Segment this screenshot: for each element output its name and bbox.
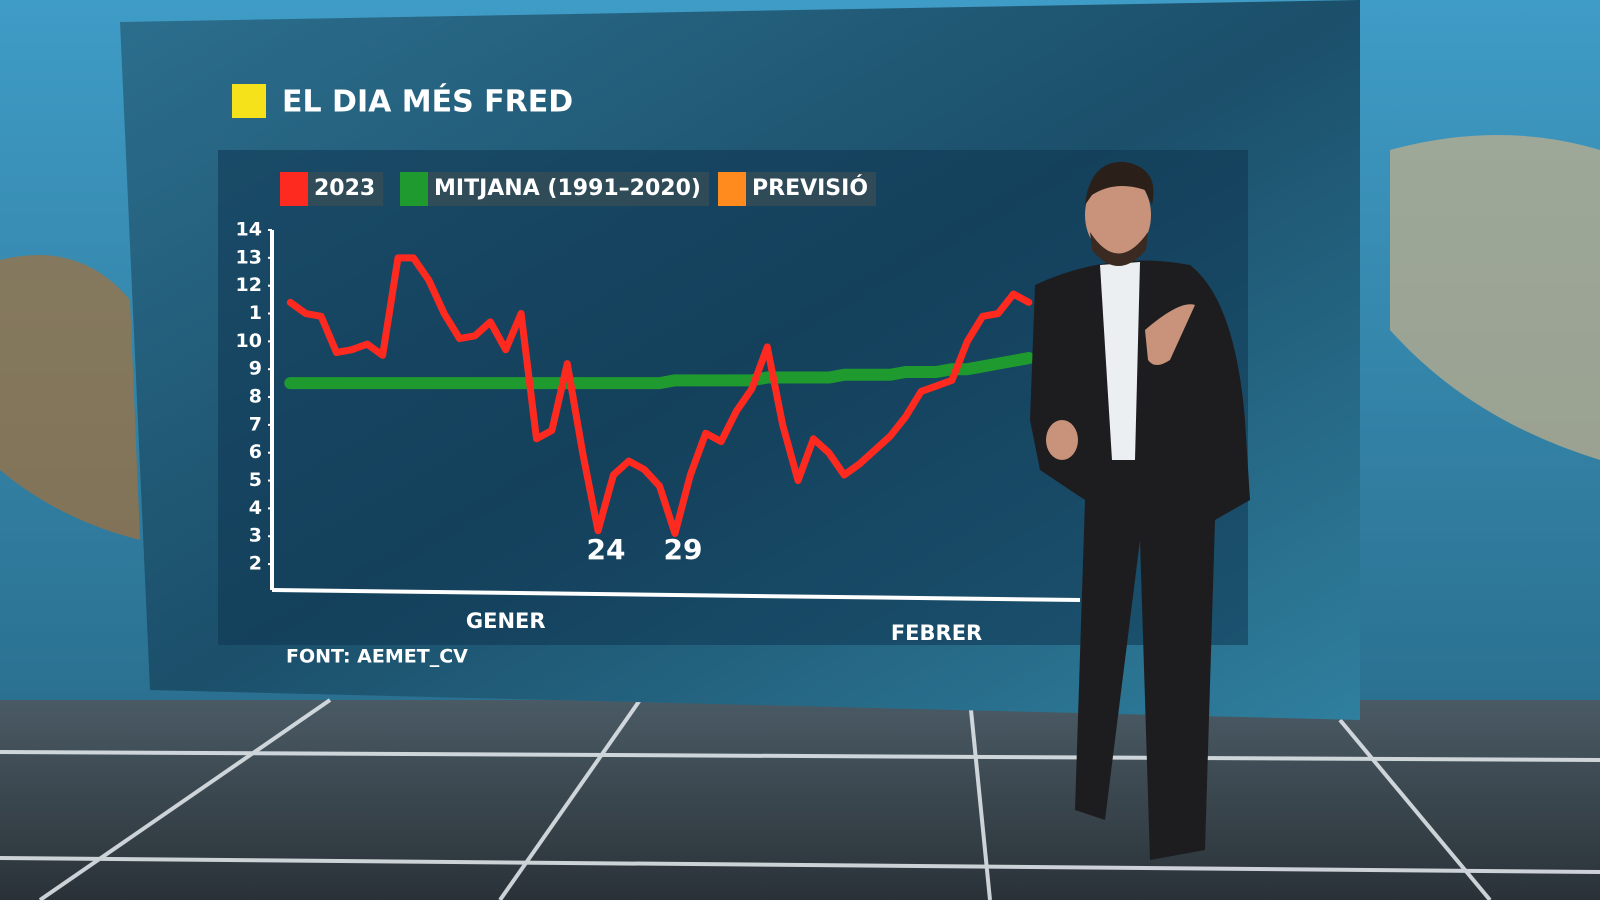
x-tick-label: GENER (466, 609, 546, 633)
y-tick-label: 13 (236, 246, 262, 268)
legend-label: MITJANA (1991–2020) (434, 176, 701, 201)
legend-bg (306, 172, 384, 206)
presenter (1030, 161, 1250, 860)
leaf (1390, 135, 1600, 460)
title-marker (232, 84, 266, 118)
x-tick-label: FEBRER (891, 621, 982, 645)
chart-title: EL DIA MÉS FRED (282, 84, 573, 120)
legend-swatch (400, 172, 428, 206)
y-tick-label: 5 (249, 469, 262, 491)
legend-swatch (718, 172, 746, 206)
y-tick-label: 2 (249, 553, 262, 575)
annotation: 29 (663, 533, 702, 566)
series-line (284, 352, 1035, 390)
y-tick-label: 8 (249, 386, 262, 408)
legend-swatch (280, 172, 308, 206)
legend-bg (426, 172, 709, 206)
plot: 2 3 4 5 6 7 8 9 10 1 12 13 14 2023 MITJANA (1991–2020)… (236, 172, 1035, 645)
floor-grid (0, 698, 1600, 900)
y-tick-label: 3 (249, 525, 262, 547)
series-line (286, 254, 1033, 537)
legend-label: PREVISIÓ (752, 175, 868, 201)
annotation: 24 (587, 533, 626, 566)
y-tick-label: 1 (249, 302, 262, 324)
legend-label: 2023 (314, 176, 375, 201)
y-tick-label: 10 (236, 330, 262, 352)
y-tick-label: 7 (249, 413, 262, 435)
y-tick-label: 12 (236, 274, 262, 296)
leaf (0, 255, 140, 540)
y-tick-label: 6 (249, 441, 262, 463)
source: FONT: AEMET_CV (286, 646, 468, 668)
x-axis (271, 588, 1081, 602)
y-tick-label: 14 (236, 219, 262, 241)
y-tick-label: 9 (249, 358, 262, 380)
legend-bg (744, 172, 877, 206)
y-tick-label: 4 (249, 497, 262, 519)
